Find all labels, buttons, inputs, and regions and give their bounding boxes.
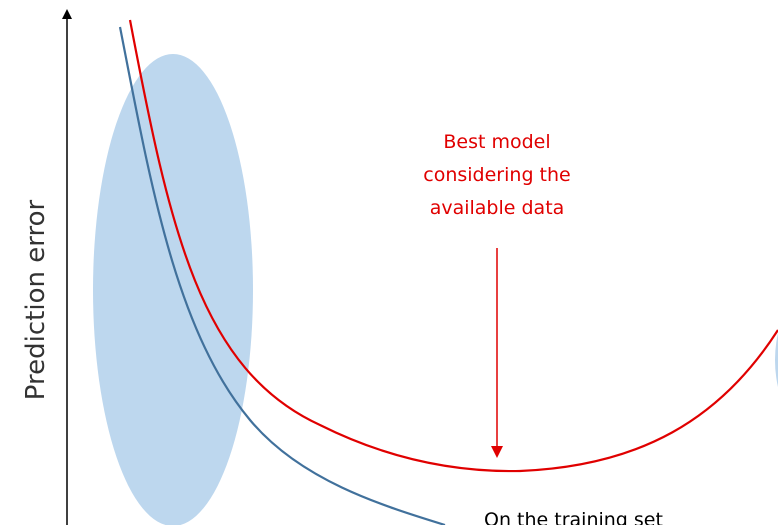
y-axis-label: Prediction error: [21, 200, 51, 401]
high-variance-region: [93, 54, 253, 525]
annotation-line: considering the: [423, 164, 570, 186]
training-error-curve: [118, 26, 446, 525]
curve-label: On the training set: [484, 509, 663, 525]
test-error-curve: [128, 19, 778, 473]
annotation: Best model considering the available dat…: [423, 131, 570, 219]
annotation-line: available data: [430, 197, 565, 219]
high-bias-region: [775, 333, 778, 387]
annotation-line: Best model: [443, 131, 550, 153]
